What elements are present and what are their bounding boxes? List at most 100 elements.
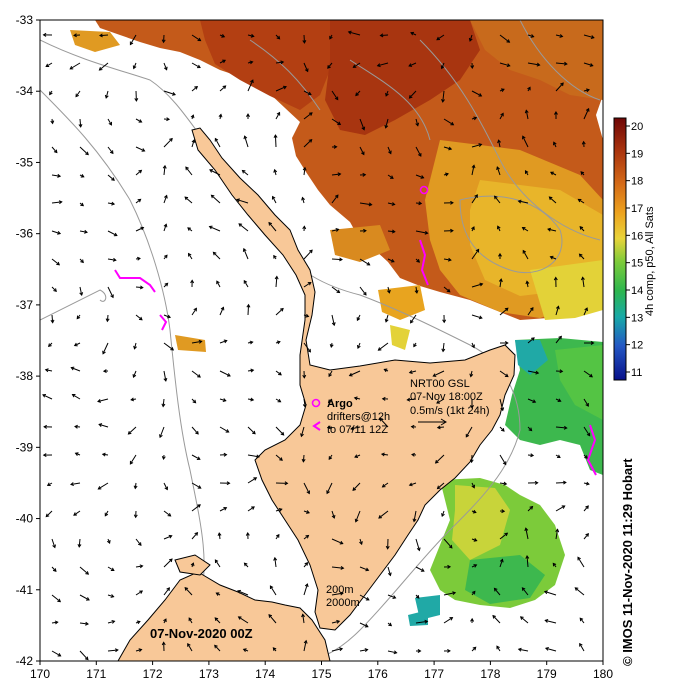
current-arrow [51,566,57,572]
current-arrow [471,194,478,204]
current-arrow [303,639,308,652]
current-arrow [219,306,225,316]
current-arrow [499,454,507,466]
current-arrow [443,172,449,177]
current-arrow [98,62,109,71]
current-arrow [243,279,249,288]
current-arrow [410,314,417,324]
current-arrow [383,368,389,373]
current-arrow [578,253,585,260]
y-tick-label: -39 [16,440,34,454]
current-arrow [219,370,231,377]
colorbar-tick-label: 13 [631,312,643,324]
current-arrow [331,257,343,262]
current-arrow [555,480,567,485]
y-tick-label: -35 [16,155,34,169]
current-arrow [219,339,228,344]
current-arrow [191,426,199,435]
current-vector-arrows [42,30,595,661]
current-arrow [302,370,307,379]
current-arrow [499,370,509,378]
current-arrow [471,646,477,652]
current-arrow [275,60,285,65]
current-arrow [517,647,529,652]
current-arrow [135,590,144,596]
current-arrow [331,144,338,149]
current-arrow [191,504,201,512]
current-arrow [51,538,56,549]
current-arrow [359,228,367,233]
current-arrow [303,138,313,148]
current-arrow [359,202,373,207]
current-arrow [577,198,585,204]
current-arrow [135,538,142,546]
current-arrow [135,118,143,123]
current-arrow [51,620,59,625]
current-arrow [247,368,255,373]
current-arrow [275,307,284,316]
current-arrow [353,396,361,401]
depth-contour-2000-label: 2000m [326,597,360,609]
current-arrow [163,137,173,148]
current-arrow [163,510,172,517]
y-tick-label: -33 [16,13,34,27]
current-arrow [49,90,53,96]
current-arrow [468,34,473,42]
current-arrow [499,341,509,345]
current-arrow [97,398,109,403]
current-arrow [247,426,256,435]
current-arrow [499,34,511,43]
current-arrow [497,139,501,148]
current-arrow [70,482,81,487]
current-arrow [79,621,89,626]
colorbar-tick-label: 11 [631,367,642,379]
current-arrow [275,481,289,486]
current-arrow [191,85,199,92]
current-arrow [268,221,277,232]
x-tick-label: 174 [255,667,275,681]
current-arrow [50,314,55,324]
current-arrow [275,507,283,512]
current-arrow [583,370,593,378]
current-arrow [387,202,396,206]
current-arrow [387,258,395,263]
current-arrow [555,425,568,430]
current-arrow [161,641,166,652]
current-arrow [359,118,366,131]
current-arrow [245,531,250,540]
current-arrow [359,258,371,266]
current-arrow [42,453,53,458]
current-arrow [496,166,501,176]
current-arrow [73,33,81,38]
map-date-label: 07-Nov-2020 00Z [150,626,253,641]
current-arrow [190,279,195,288]
current-arrow [275,398,282,403]
current-arrow [328,454,333,460]
current-arrow [331,538,344,545]
current-arrow [99,33,109,38]
current-arrow [188,252,193,260]
current-arrow [415,118,420,127]
current-arrow [331,591,344,596]
current-arrow [187,227,193,232]
x-tick-label: 179 [537,667,557,681]
current-arrow [163,558,173,568]
current-arrow [415,594,420,599]
argo-legend-label: Argo [327,398,353,410]
current-arrow [163,223,168,232]
current-arrow [132,370,137,378]
current-arrow [107,257,117,262]
current-arrow [471,482,476,489]
current-arrow [354,510,361,523]
current-arrow [209,169,221,176]
current-arrow [443,228,454,233]
current-arrow [163,117,171,122]
current-arrow [379,33,389,38]
current-arrow [79,146,89,156]
current-arrow [51,146,58,154]
current-arrow [331,286,341,294]
current-arrow [465,426,473,438]
current-arrow [415,619,429,624]
current-arrow [268,614,277,624]
current-arrow [243,135,249,148]
